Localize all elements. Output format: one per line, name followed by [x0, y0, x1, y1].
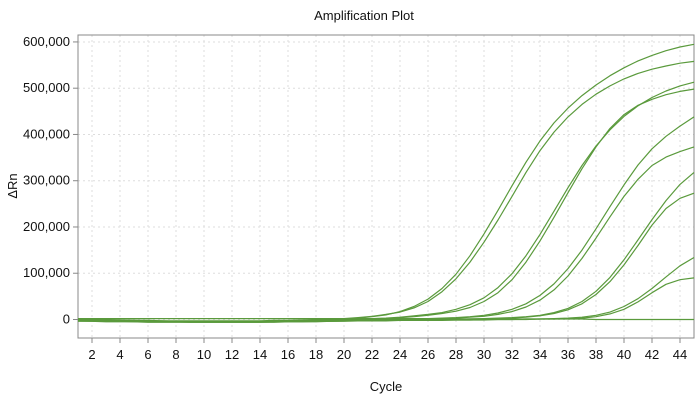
series-line [77, 88, 695, 323]
x-tick-label: 42 [645, 347, 659, 362]
x-tick-label: 8 [172, 347, 179, 362]
x-tick-label: 4 [116, 347, 123, 362]
x-tick-label: 38 [589, 347, 603, 362]
x-tick-label: 18 [309, 347, 323, 362]
x-axis-ticks: 2 4 6 8 10 12 14 16 18 20 22 24 26 28 30 32 34 36 38 40 42 44 [88, 338, 687, 362]
x-tick-label: 12 [225, 347, 239, 362]
series-line [78, 318, 694, 321]
x-tick-label: 24 [393, 347, 407, 362]
grid [78, 35, 694, 338]
series-line [78, 146, 695, 323]
y-tick-label: 400,000 [23, 126, 70, 141]
y-tick-label: 100,000 [23, 265, 70, 280]
x-tick-label: 44 [673, 347, 687, 362]
series-line [77, 171, 695, 323]
y-tick-label: 600,000 [23, 34, 70, 49]
y-tick-label: 300,000 [23, 173, 70, 188]
plot-area-frame [77, 34, 695, 339]
x-tick-label: 30 [477, 347, 491, 362]
x-tick-label: 2 [88, 347, 95, 362]
x-tick-label: 6 [144, 347, 151, 362]
y-tick-label: 0 [63, 311, 70, 326]
y-axis-title: ΔRn [5, 173, 20, 198]
series-lines [77, 43, 695, 323]
x-tick-label: 40 [617, 347, 631, 362]
x-axis-title: Cycle [370, 379, 403, 394]
x-tick-label: 32 [505, 347, 519, 362]
x-tick-label: 26 [421, 347, 435, 362]
series-line [77, 43, 695, 322]
series-line [77, 60, 695, 322]
y-tick-label: 200,000 [23, 219, 70, 234]
x-tick-label: 10 [197, 347, 211, 362]
x-tick-label: 28 [449, 347, 463, 362]
series-line [78, 277, 695, 323]
x-tick-label: 34 [533, 347, 547, 362]
y-axis-ticks: 0 100,000 200,000 300,000 400,000 500,000 600,… [23, 34, 78, 326]
x-tick-label: 36 [561, 347, 575, 362]
series-line [78, 192, 695, 323]
x-tick-label: 14 [253, 347, 267, 362]
y-tick-label: 500,000 [23, 80, 70, 95]
series-line [78, 116, 695, 322]
x-tick-label: 20 [337, 347, 351, 362]
x-tick-label: 16 [281, 347, 295, 362]
chart-title: Amplification Plot [314, 8, 414, 23]
x-tick-label: 22 [365, 347, 379, 362]
